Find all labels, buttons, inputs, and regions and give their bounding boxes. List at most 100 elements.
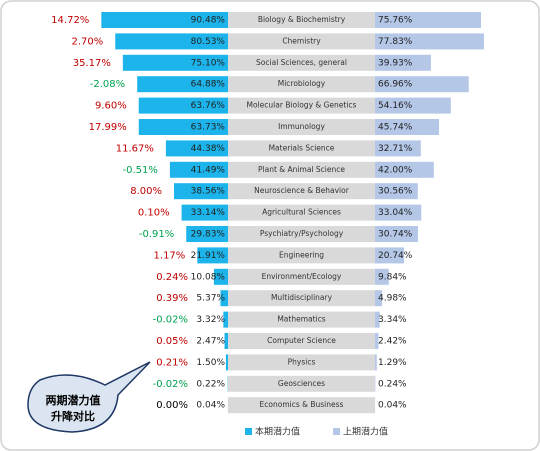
value-label: 33.04% — [378, 208, 413, 218]
value-label: 44.38% — [191, 144, 226, 154]
category-label: Physics — [288, 357, 316, 366]
category-label: Engineering — [279, 250, 324, 259]
label-box — [228, 161, 375, 178]
value-label: 30.56% — [378, 187, 413, 197]
bar-previous — [375, 247, 405, 264]
label-box — [228, 226, 375, 242]
bar-current — [138, 119, 228, 135]
value-label: 45.74% — [378, 123, 413, 133]
category-label: Microbiology — [278, 79, 326, 88]
bar-previous — [375, 76, 469, 93]
change-label: 11.67% — [116, 143, 154, 154]
change-label: -0.02% — [153, 379, 188, 390]
change-label: -0.02% — [153, 315, 188, 326]
value-label: 63.76% — [191, 101, 226, 111]
change-label: 2.70% — [71, 36, 103, 47]
callout-text: 升降对比 — [51, 409, 95, 423]
bar-current — [181, 204, 228, 221]
bar-previous — [375, 311, 380, 328]
value-label: 38.56% — [191, 187, 226, 197]
legend-swatch — [245, 428, 252, 435]
label-box — [228, 119, 375, 135]
bar-current — [223, 311, 228, 328]
bar-current — [174, 183, 228, 200]
change-label: 0.05% — [156, 336, 188, 347]
bar-current — [224, 333, 228, 349]
change-label: 35.17% — [73, 58, 111, 69]
value-label: 9.84% — [378, 272, 407, 282]
legend-label: 上期潜力值 — [343, 426, 388, 438]
value-label: 3.34% — [378, 315, 407, 325]
category-label: Computer Science — [267, 336, 336, 345]
label-box — [228, 97, 375, 114]
value-label: 64.88% — [191, 80, 226, 90]
category-label: Immunology — [278, 122, 325, 131]
bar-previous — [375, 140, 421, 157]
value-label: 1.29% — [378, 358, 407, 368]
bar-current — [165, 140, 228, 157]
value-label: 32.71% — [378, 144, 413, 154]
category-label: Plant & Animal Science — [258, 165, 345, 174]
bar-previous — [375, 268, 389, 285]
bar-previous — [375, 333, 379, 349]
value-label: 75.76% — [378, 16, 413, 26]
value-label: 33.14% — [191, 208, 226, 218]
callout-text: 两期潜力值 — [46, 393, 101, 407]
category-label: Multidisciplinary — [271, 293, 333, 302]
bar-previous — [375, 354, 377, 371]
category-label: Molecular Biology & Genetics — [247, 101, 357, 110]
value-label: 21.91% — [191, 251, 226, 261]
label-box — [228, 76, 375, 93]
bar-current — [213, 268, 228, 285]
bar-current — [197, 247, 228, 264]
label-box — [228, 375, 375, 392]
change-label: 8.00% — [130, 186, 162, 197]
change-label: 0.10% — [138, 208, 170, 219]
label-box — [228, 290, 375, 307]
bar-current — [186, 226, 228, 242]
change-label: -0.51% — [123, 165, 158, 176]
bar-current — [122, 54, 228, 71]
bar-current — [169, 161, 228, 178]
category-label: Environment/Ecology — [262, 272, 342, 281]
value-label: 2.47% — [196, 337, 225, 347]
value-label: 54.16% — [378, 101, 413, 111]
label-box — [228, 247, 375, 264]
value-label: 0.04% — [196, 401, 225, 411]
category-label: Biology & Biochemistry — [258, 15, 346, 24]
bar-previous — [375, 183, 418, 200]
bar-previous — [375, 33, 484, 50]
value-label: 2.42% — [378, 337, 407, 347]
label-box — [228, 311, 375, 328]
bar-current — [101, 12, 228, 28]
category-label: Social Sciences, general — [256, 58, 347, 67]
change-label: 0.39% — [156, 293, 188, 304]
bar-previous — [375, 161, 434, 178]
label-box — [228, 54, 375, 71]
change-label: -2.08% — [90, 79, 125, 90]
value-label: 75.10% — [191, 58, 226, 68]
change-label: 0.24% — [156, 272, 188, 283]
bar-previous — [375, 204, 422, 221]
value-label: 41.49% — [191, 165, 226, 175]
value-label: 0.04% — [378, 401, 407, 411]
change-label: -0.91% — [139, 229, 174, 240]
bar-current — [220, 290, 228, 307]
bar-previous — [375, 97, 451, 114]
value-label: 20.74% — [378, 251, 413, 261]
value-label: 5.37% — [196, 294, 225, 304]
label-box — [228, 333, 375, 349]
change-label: 9.60% — [95, 101, 127, 112]
legend-swatch — [333, 428, 340, 435]
category-label: Materials Science — [269, 143, 335, 152]
bar-current — [138, 97, 228, 114]
value-label: 42.00% — [378, 165, 413, 175]
bar-current — [137, 76, 228, 93]
label-box — [228, 140, 375, 157]
label-box — [228, 204, 375, 221]
category-label: Chemistry — [282, 36, 321, 45]
label-box — [228, 12, 375, 28]
bar-previous — [375, 226, 419, 242]
category-label: Neuroscience & Behavior — [254, 186, 350, 195]
